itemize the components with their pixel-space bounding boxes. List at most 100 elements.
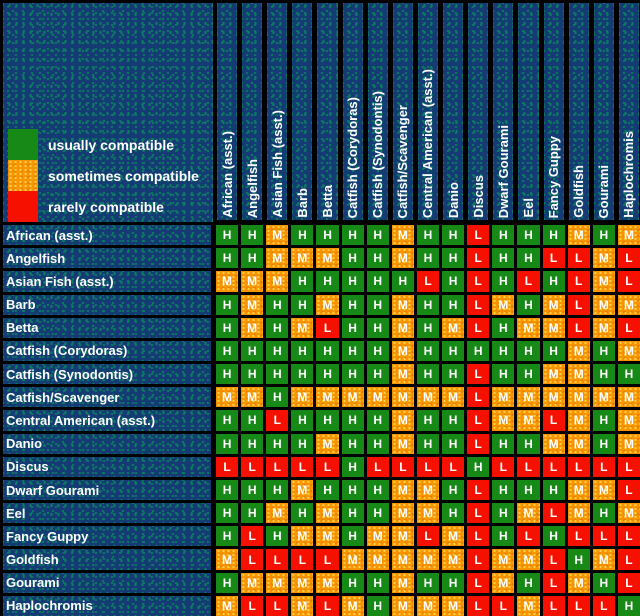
compatibility-cell: M <box>291 479 314 501</box>
column-header: Haplochromis <box>617 3 640 222</box>
cell-value: M <box>623 436 634 451</box>
compatibility-cell: M <box>391 294 414 315</box>
compatibility-cell: M <box>316 503 339 524</box>
cell-value: L <box>323 598 332 613</box>
compatibility-cell: H <box>341 503 364 524</box>
compatibility-cell: H <box>517 433 540 454</box>
compatibility-cell: H <box>366 572 389 593</box>
row-label: Angelfish <box>3 248 213 269</box>
cell-value: M <box>397 343 408 358</box>
compatibility-cell: L <box>567 294 590 315</box>
compatibility-cell: M <box>391 317 414 338</box>
column-header-label: Goldfish <box>571 165 587 218</box>
compatibility-cell: L <box>617 248 640 269</box>
compatibility-cell: H <box>492 317 515 338</box>
cell-value: L <box>323 459 332 474</box>
cell-value: M <box>548 390 559 405</box>
compatibility-cell: M <box>492 410 515 431</box>
compatibility-cell: M <box>291 595 314 616</box>
compatibility-cell: H <box>592 503 615 524</box>
column-header: Dwarf Gourami <box>492 3 515 222</box>
compatibility-cell: L <box>266 456 289 477</box>
compatibility-cell: M <box>241 387 264 408</box>
cell-value: L <box>424 459 432 474</box>
compatibility-cell: L <box>542 595 565 616</box>
compatibility-cell: H <box>442 433 465 454</box>
compatibility-cell: H <box>391 271 414 292</box>
cell-value: H <box>373 274 383 289</box>
cell-value: M <box>573 343 584 358</box>
column-header: Catfish (Synodontis) <box>366 3 389 222</box>
cell-value: L <box>575 320 583 335</box>
column-header-label: Catfish (Synodontis) <box>370 90 386 218</box>
cell-value: M <box>523 390 534 405</box>
compatibility-cell: H <box>341 526 364 547</box>
row-label: Goldfish <box>3 549 213 570</box>
cell-value: L <box>549 552 558 567</box>
cell-value: M <box>548 320 559 335</box>
compatibility-cell: M <box>542 317 565 338</box>
compatibility-cell: H <box>216 317 239 338</box>
cell-value: L <box>524 459 533 474</box>
column-header-label: Haplochromis <box>621 131 637 218</box>
cell-value: H <box>272 367 282 382</box>
cell-value: H <box>222 228 232 243</box>
compatibility-cell: L <box>316 549 339 570</box>
legend-label: usually compatible <box>48 136 175 153</box>
compatibility-cell: H <box>542 479 565 501</box>
compatibility-cell: H <box>241 225 264 246</box>
cell-value: M <box>222 274 233 289</box>
cell-value: H <box>247 506 257 521</box>
compatibility-cell: L <box>492 456 515 477</box>
cell-value: H <box>524 343 533 358</box>
cell-value: L <box>474 506 482 521</box>
cell-value: L <box>273 552 281 567</box>
compatibility-cell: M <box>517 503 540 524</box>
compatibility-cell: H <box>366 479 389 501</box>
column-header: Fancy Guppy <box>542 3 565 222</box>
cell-value: H <box>348 343 357 358</box>
compatibility-cell: L <box>266 549 289 570</box>
cell-value: M <box>397 598 408 613</box>
compatibility-cell: H <box>617 364 640 385</box>
cell-value: H <box>298 297 307 312</box>
cell-value: L <box>549 251 558 266</box>
cell-value: M <box>372 390 383 405</box>
compatibility-cell: M <box>391 433 414 454</box>
cell-value: H <box>222 251 232 266</box>
cell-value: H <box>549 274 558 289</box>
compatibility-cell: M <box>341 549 364 570</box>
cell-value: L <box>273 598 281 613</box>
compatibility-cell: L <box>617 526 640 547</box>
legend-item-sometimes: sometimes compatible <box>8 160 199 191</box>
cell-value: L <box>474 575 482 590</box>
compatibility-cell: H <box>416 340 440 362</box>
cell-value: L <box>323 320 332 335</box>
cell-value: L <box>625 483 633 498</box>
cell-value: H <box>247 483 257 498</box>
cell-value: H <box>524 251 533 266</box>
compatibility-cell: M <box>316 572 339 593</box>
compatibility-cell: H <box>291 271 314 292</box>
compatibility-cell: M <box>366 549 389 570</box>
compatibility-cell: M <box>391 526 414 547</box>
cell-value: H <box>599 367 609 382</box>
compatibility-cell: H <box>492 340 515 362</box>
compatibility-cell: H <box>291 364 314 385</box>
compatibility-cell: H <box>341 433 364 454</box>
cell-value: M <box>448 598 459 613</box>
cell-value: M <box>222 552 233 567</box>
cell-value: H <box>222 413 232 428</box>
compatibility-cell: H <box>316 340 339 362</box>
compatibility-cell: H <box>366 294 389 315</box>
compatibility-cell: H <box>341 271 364 292</box>
cell-value: H <box>423 575 433 590</box>
cell-value: H <box>549 228 558 243</box>
compatibility-cell: M <box>391 479 414 501</box>
compatibility-cell: H <box>241 410 264 431</box>
compatibility-cell: L <box>467 572 490 593</box>
compatibility-cell: M <box>391 503 414 524</box>
compatibility-cell: H <box>592 225 615 246</box>
compatibility-cell: M <box>617 503 640 524</box>
cell-value: M <box>322 529 333 544</box>
